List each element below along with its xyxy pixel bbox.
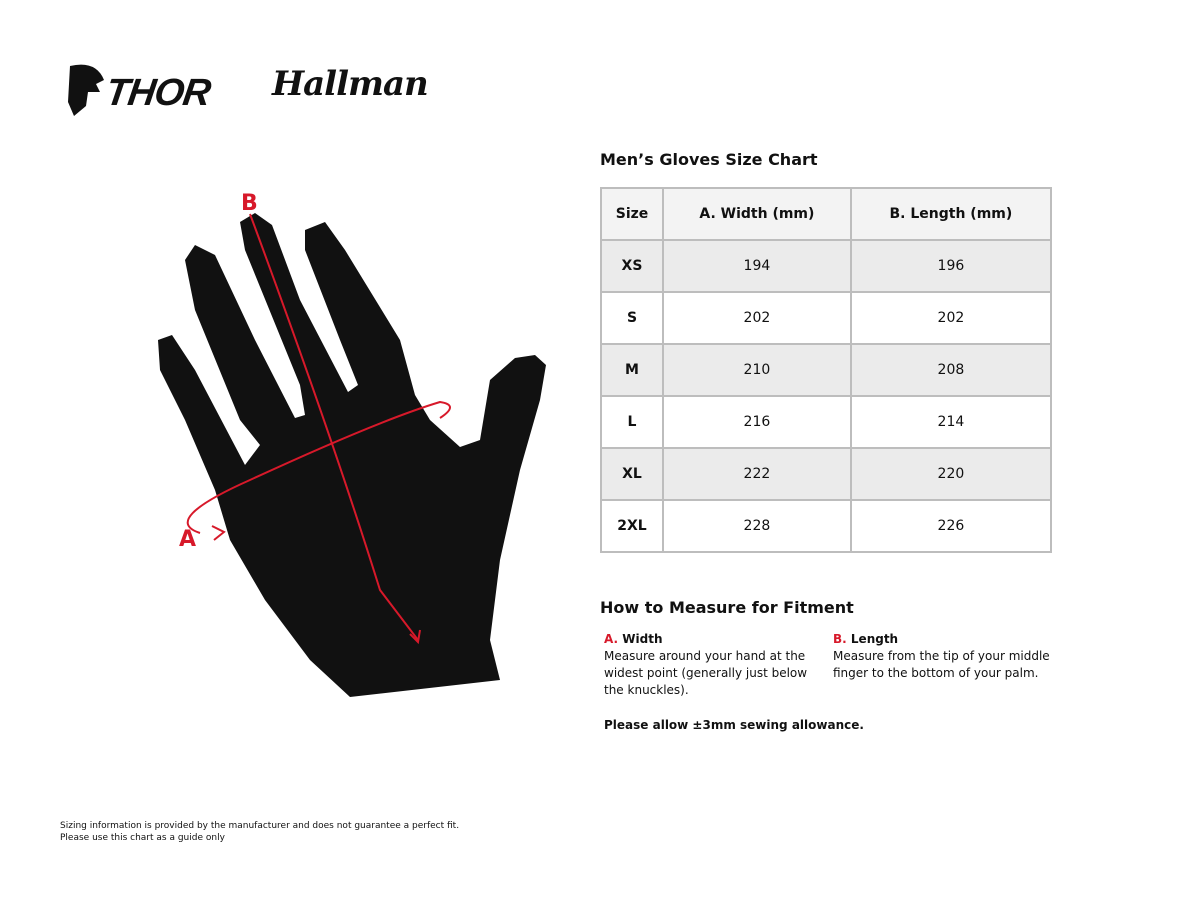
length-label: Length	[850, 632, 899, 646]
cell-size: XS	[600, 239, 664, 293]
width-arrow-icon	[211, 525, 226, 541]
width-instructions: A. Width Measure around your hand at the…	[604, 631, 829, 699]
cell-size: 2XL	[600, 499, 664, 553]
thor-helmet-logo-icon	[68, 64, 104, 116]
cell-width: 210	[662, 343, 852, 397]
measure-title: How to Measure for Fitment	[600, 598, 854, 617]
hand-silhouette	[158, 213, 546, 697]
footer-line-1: Sizing information is provided by the ma…	[60, 821, 460, 831]
label-a: A	[179, 527, 196, 552]
cell-size: XL	[600, 447, 664, 501]
cell-width: 216	[662, 395, 852, 449]
cell-length: 214	[849, 395, 1053, 449]
cell-length: 196	[849, 239, 1053, 293]
cell-width: 222	[662, 447, 852, 501]
table-row: 2XL 228 226	[600, 499, 1053, 553]
table-row: L 216 214	[600, 395, 1053, 449]
cell-size: S	[600, 291, 664, 345]
hallman-logo: Hallman	[272, 64, 429, 104]
cell-length: 208	[849, 343, 1053, 397]
cell-size: L	[600, 395, 664, 449]
allowance-note: Please allow ±3mm sewing allowance.	[604, 718, 864, 732]
width-text: Measure around your hand at the widest p…	[604, 649, 808, 697]
hand-measurement-diagram: B A	[158, 191, 546, 697]
footer-line-2: Please use this chart as a guide only	[60, 833, 225, 843]
table-row: XL 222 220	[600, 447, 1053, 501]
length-letter: B.	[833, 632, 847, 646]
length-text: Measure from the tip of your middle fing…	[833, 649, 1050, 680]
length-arrow-icon	[409, 629, 421, 645]
header-length: B. Length (mm)	[849, 187, 1053, 241]
footer-disclaimer: Sizing information is provided by the ma…	[60, 820, 459, 844]
cell-length: 220	[849, 447, 1053, 501]
label-b: B	[241, 191, 258, 216]
cell-length: 202	[849, 291, 1053, 345]
length-instructions: B. Length Measure from the tip of your m…	[833, 631, 1058, 682]
cell-width: 194	[662, 239, 852, 293]
width-letter: A.	[604, 632, 619, 646]
table-row: XS 194 196	[600, 239, 1053, 293]
cell-length: 226	[849, 499, 1053, 553]
size-table: Size A. Width (mm) B. Length (mm) XS 194 1…	[600, 187, 1053, 553]
header-width: A. Width (mm)	[662, 187, 852, 241]
size-chart-title: Men’s Gloves Size Chart	[600, 150, 818, 169]
header-size: Size	[600, 187, 664, 241]
width-measure-ellipse	[186, 400, 451, 534]
cell-width: 228	[662, 499, 852, 553]
width-label: Width	[622, 632, 663, 646]
cell-width: 202	[662, 291, 852, 345]
table-row: M 210 208	[600, 343, 1053, 397]
table-header-row: Size A. Width (mm) B. Length (mm)	[600, 187, 1053, 241]
table-row: S 202 202	[600, 291, 1053, 345]
length-measure-line	[249, 213, 419, 641]
cell-size: M	[600, 343, 664, 397]
